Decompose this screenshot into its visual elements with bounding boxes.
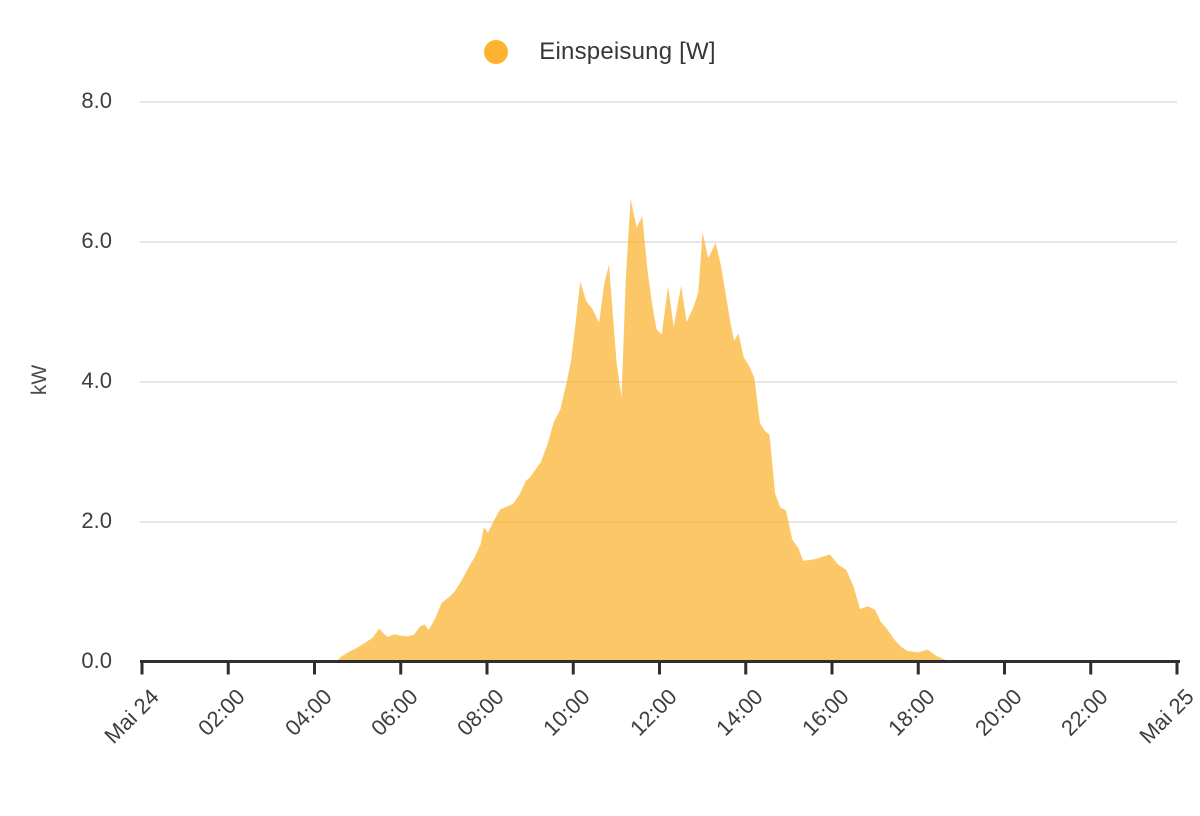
y-tick-label-4.0: 4.0 [81,367,112,393]
y-tick-label-6.0: 6.0 [81,227,112,253]
series-marker-icon [484,40,509,64]
y-tick-label-2.0: 2.0 [81,507,112,533]
y-tick-label-8.0: 8.0 [81,87,112,113]
y-tick-label-0.0: 0.0 [81,647,112,673]
legend-item-einspeisung[interactable]: Einspeisung [W] [484,38,716,66]
series-area-einspeisung [336,198,951,662]
legend-label: Einspeisung [W] [539,38,716,65]
legend: Einspeisung [W] [0,38,1200,66]
